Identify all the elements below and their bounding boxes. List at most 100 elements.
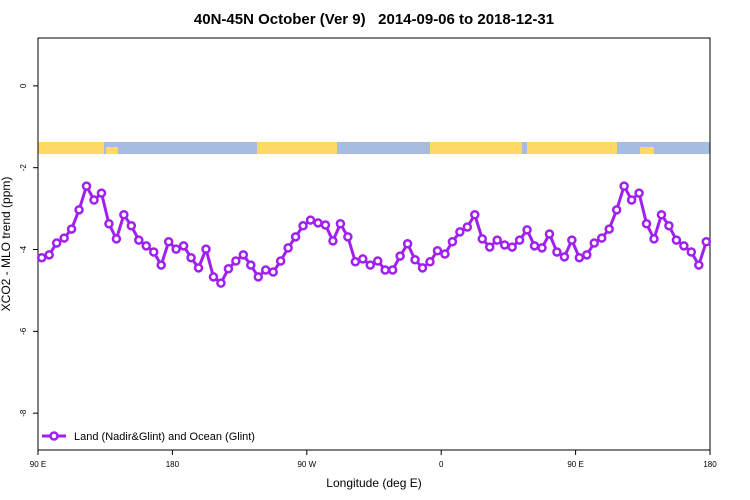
y-tick-label: -4 [19, 245, 28, 253]
data-point [626, 195, 637, 205]
data-point [552, 247, 562, 257]
land-ocean-strip [38, 142, 710, 154]
data-point [619, 181, 629, 191]
data-point [492, 235, 502, 245]
data-point [36, 252, 47, 263]
data-point [425, 257, 435, 267]
data-point [305, 215, 316, 225]
data-point [260, 265, 271, 275]
data-point [440, 249, 450, 259]
y-tick-label: -2 [19, 164, 28, 172]
data-point [268, 267, 278, 277]
data-point [507, 242, 517, 252]
data-point [470, 209, 480, 220]
x-tick-label: 90 W [297, 460, 316, 469]
data-point [514, 235, 525, 245]
data-point [335, 218, 346, 229]
data-point [611, 205, 622, 215]
data-point [51, 238, 62, 248]
data-point [395, 251, 405, 261]
data-point [402, 239, 413, 249]
data-point [701, 236, 712, 247]
series-line [41, 184, 708, 285]
x-tick-label: 0 [439, 460, 444, 469]
chart-title: 40N-45N October (Ver 9) 2014-09-06 to 20… [194, 11, 554, 28]
data-point [298, 221, 308, 231]
data-point [44, 250, 54, 260]
y-axis-label: XCO2 - MLO trend (ppm) [0, 177, 13, 312]
data-point [432, 246, 443, 256]
data-point [275, 256, 286, 266]
data-point [380, 265, 390, 275]
data-point [649, 234, 659, 244]
data-point [544, 229, 555, 239]
data-point [477, 234, 488, 244]
data-point [156, 260, 166, 270]
data-point [313, 218, 323, 228]
x-tick-label: 180 [166, 460, 180, 469]
data-point [567, 235, 577, 245]
data-point [201, 244, 211, 254]
data-point [59, 233, 69, 243]
data-point [582, 250, 592, 260]
legend: Land (Nadir&Glint) and Ocean (Glint) [42, 431, 255, 443]
y-tick-label: -8 [19, 409, 28, 417]
y-tick-label: 0 [19, 83, 28, 88]
data-point [455, 227, 465, 237]
data-point [141, 241, 152, 251]
data-point [223, 264, 234, 274]
data-point [343, 232, 353, 242]
legend-label: Land (Nadir&Glint) and Ocean (Glint) [74, 431, 255, 443]
data-point [358, 254, 368, 264]
data-point [178, 241, 189, 251]
data-point [96, 188, 107, 198]
data-point [320, 220, 331, 230]
data-point [283, 243, 293, 253]
data-point [171, 244, 181, 254]
data-point [216, 278, 226, 288]
legend-marker [49, 431, 59, 441]
data-point [89, 195, 99, 205]
data-point [119, 209, 129, 220]
data-point [231, 256, 241, 266]
data-point [246, 260, 256, 270]
data-point [163, 236, 174, 247]
data-point [81, 181, 92, 191]
data-point [186, 252, 196, 263]
data-point [484, 242, 495, 252]
data-point [372, 256, 383, 266]
data-point [74, 205, 84, 215]
data-point [208, 272, 219, 282]
data-point [387, 265, 398, 275]
data-point [499, 240, 510, 250]
data-point [664, 221, 674, 231]
data-point [111, 234, 122, 244]
data-point [589, 238, 600, 248]
data-point [328, 236, 338, 246]
data-point [522, 225, 532, 235]
data-point [104, 218, 114, 229]
x-axis-label: Longitude (deg E) [326, 476, 421, 490]
data-point [634, 188, 644, 198]
x-tick-label: 90 E [567, 460, 583, 469]
data-point [290, 232, 301, 242]
data-point [126, 221, 137, 231]
data-point [671, 235, 682, 245]
data-point [529, 241, 540, 251]
data-point [679, 241, 689, 251]
data-point [537, 243, 547, 253]
data-point [193, 263, 204, 273]
data-point [559, 252, 570, 262]
data-point [410, 255, 420, 265]
data-point [686, 247, 697, 257]
data-point [350, 257, 361, 267]
data-point [447, 236, 458, 247]
x-tick-label: 90 E [30, 460, 46, 469]
data-point [66, 224, 77, 234]
data-point [365, 260, 376, 270]
data-point [596, 233, 607, 243]
data-point [417, 263, 428, 273]
data-point [134, 235, 144, 245]
y-tick-label: -6 [19, 327, 28, 335]
